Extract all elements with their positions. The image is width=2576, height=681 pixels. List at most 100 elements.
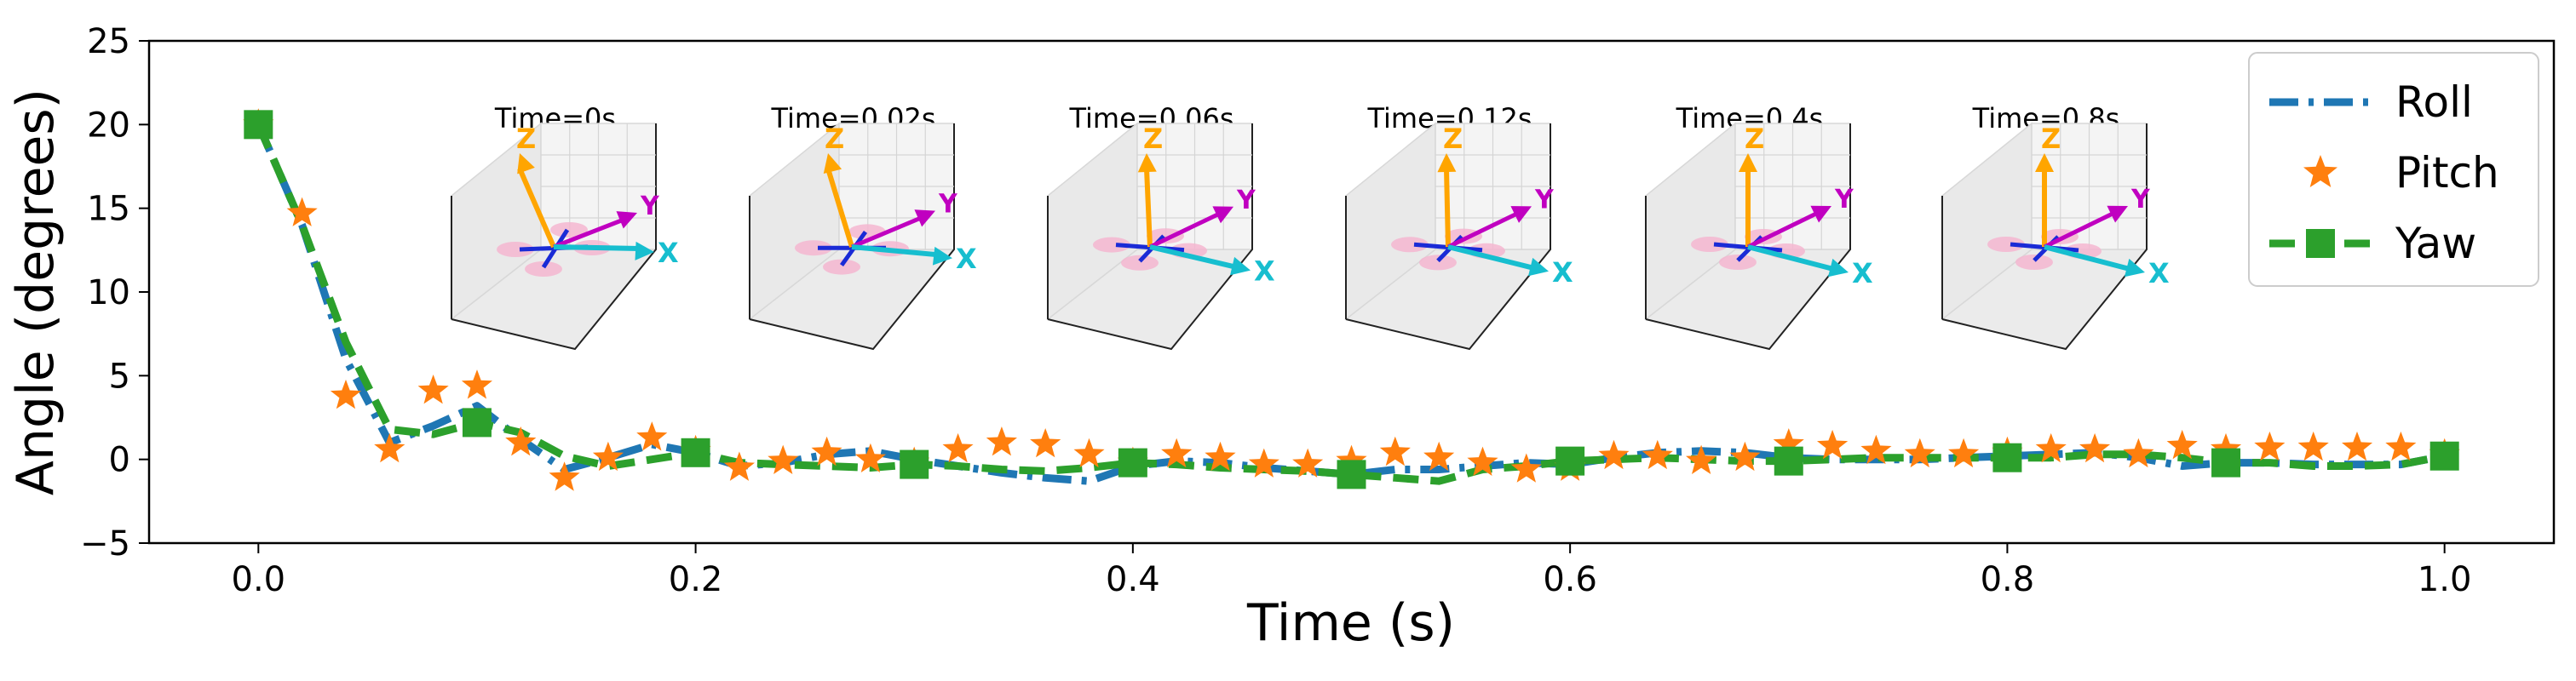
y-tick-label: 25 <box>87 22 130 61</box>
inset-rotor <box>1719 255 1757 270</box>
inset-x-label: X <box>1254 255 1275 288</box>
pitch-data-point <box>986 426 1017 456</box>
inset-y-arrow-head <box>616 211 637 229</box>
pitch-data-point <box>2035 432 2067 463</box>
inset-panels: Time=0sZYXTime=0.02sZYXTime=0.06sZYXTime… <box>450 102 2170 351</box>
x-tick-label: 0.4 <box>1106 560 1160 599</box>
yaw-series-line <box>255 123 2446 485</box>
pitch-data-point <box>286 197 318 226</box>
yaw-data-point <box>1774 446 1803 476</box>
pitch-data-point <box>2342 431 2373 461</box>
inset-y-arrow <box>1746 210 1820 249</box>
y-tick-label: 5 <box>109 357 130 396</box>
yaw-data-point <box>1992 443 2022 472</box>
inset-y-arrow <box>851 215 923 249</box>
pitch-data-point <box>505 426 537 456</box>
inset-x-arrow-head <box>1528 257 1549 277</box>
pitch-data-point <box>1467 446 1498 476</box>
inset-rotor <box>1093 237 1130 253</box>
pitch-data-point <box>2166 429 2198 460</box>
pitch-data-point <box>1379 436 1411 466</box>
yaw-data-point <box>462 408 492 438</box>
legend-yaw-swatch-marker <box>2306 229 2335 258</box>
inset-x-arrow <box>1447 244 1534 271</box>
inset-y-label: Y <box>1236 186 1256 215</box>
inset-y-arrow <box>553 217 624 249</box>
inset-z-arrow <box>825 168 854 248</box>
y-axis-ticks: −5 0 5 10 15 20 25 <box>80 22 149 564</box>
y-tick-label: −5 <box>80 524 130 564</box>
pitch-data-point <box>854 443 886 472</box>
pitch-data-point <box>1729 441 1761 472</box>
inset-x-label: X <box>1852 257 1873 289</box>
inset-x-arrow <box>553 244 640 251</box>
x-tick-label: 0.8 <box>1981 560 2035 599</box>
legend-label: Pitch <box>2395 148 2499 197</box>
inset-rotor <box>525 261 562 277</box>
inset-z-arrow <box>1144 168 1153 248</box>
inset-z-label: Z <box>2041 123 2061 155</box>
inset-z-label: Z <box>825 123 844 155</box>
yaw-data-point <box>1555 446 1585 476</box>
inset-x-arrow <box>851 244 938 258</box>
inset-x-label: X <box>658 237 679 269</box>
inset-x-label: X <box>2148 257 2170 289</box>
inset-z-arrow-head <box>1137 153 1157 173</box>
inset-rotor <box>848 224 886 240</box>
inset-x-arrow-head <box>1230 256 1251 276</box>
pitch-data-point <box>723 451 755 481</box>
inset-rotor <box>1391 237 1429 253</box>
yaw-data-point <box>681 438 710 467</box>
legend: Roll Pitch Yaw <box>2248 52 2539 287</box>
pitch-data-point <box>636 421 668 451</box>
inset-z-arrow-head <box>1437 153 1457 173</box>
inset-y-arrow <box>1148 211 1222 249</box>
inset-y-label: Y <box>1834 185 1854 215</box>
inset-x-arrow-head <box>2124 258 2145 278</box>
inset-y-label: Y <box>2130 185 2151 215</box>
inset-rotor <box>2015 255 2053 270</box>
x-tick-label: 0.6 <box>1543 560 1597 599</box>
inset-rotor <box>1121 255 1159 271</box>
inset-z-arrow <box>1444 168 1451 248</box>
x-tick-label: 1.0 <box>2418 560 2472 599</box>
pitch-data-point <box>417 375 449 404</box>
y-tick-label: 0 <box>109 441 130 480</box>
inset-z-label: Z <box>1443 123 1463 155</box>
pitch-data-point <box>1860 434 1892 465</box>
pitch-data-point <box>1904 438 1935 468</box>
inset-rotor <box>823 259 860 275</box>
pitch-data-point <box>1292 448 1324 478</box>
pitch-data-point <box>461 369 492 399</box>
inset-z-arrow-head <box>823 153 842 175</box>
y-tick-label: 15 <box>87 190 130 229</box>
inset-x-arrow <box>1149 244 1236 270</box>
inset-x-arrow <box>2044 244 2130 272</box>
inset-rotor <box>1419 255 1457 271</box>
pitch-data-point <box>1686 444 1717 474</box>
pitch-data-point <box>768 444 799 474</box>
pitch-data-point <box>1598 439 1630 470</box>
inset-z-arrow-head <box>517 153 535 175</box>
pitch-data-point <box>2211 432 2242 463</box>
yaw-data-point <box>900 449 929 479</box>
inset-x-label: X <box>956 243 977 275</box>
y-tick-label: 20 <box>87 106 130 145</box>
inset-x-arrow <box>1747 244 1834 272</box>
pitch-data-point <box>2297 431 2329 461</box>
inset-z-arrow-head <box>2035 153 2054 172</box>
pitch-data-point <box>330 379 361 409</box>
legend-box <box>2248 52 2539 287</box>
inset-x-label: X <box>1552 256 1573 289</box>
pitch-data-point <box>2385 431 2417 461</box>
legend-label: Yaw <box>2395 219 2476 268</box>
yaw-data-point <box>1118 448 1147 478</box>
legend-label: Roll <box>2395 77 2473 127</box>
inset-z-label: Z <box>1745 123 1764 155</box>
pitch-data-point <box>1817 429 1849 460</box>
pitch-data-point <box>1948 438 1980 468</box>
